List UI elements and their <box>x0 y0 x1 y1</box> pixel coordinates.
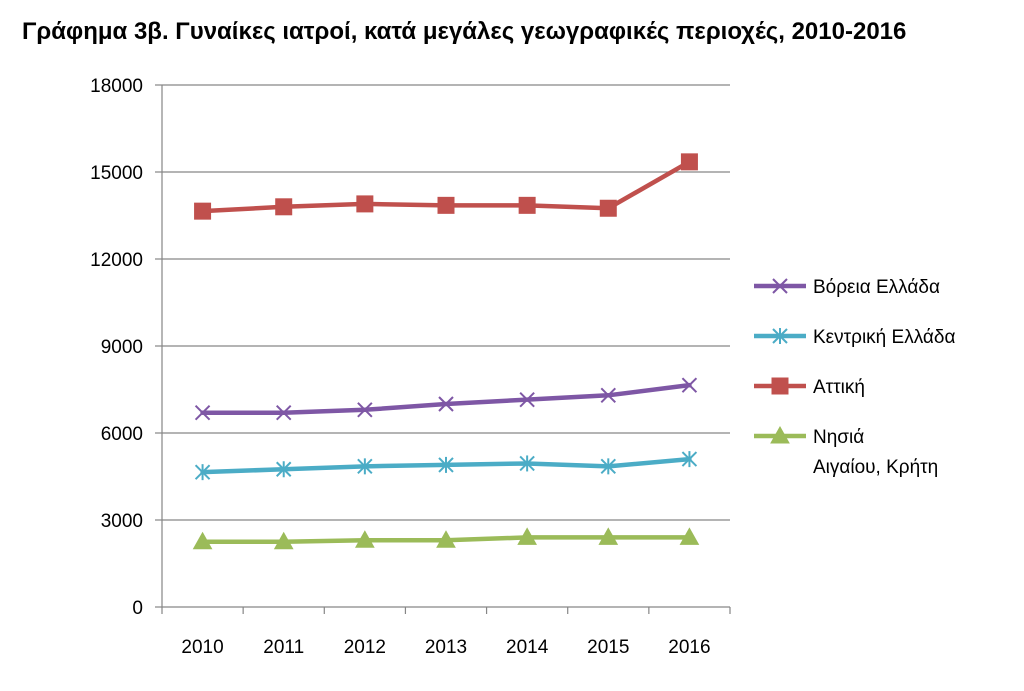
y-tick-label: 3000 <box>101 511 143 532</box>
data-point <box>518 196 536 214</box>
data-point <box>436 530 456 548</box>
y-tick-label: 9000 <box>101 337 143 358</box>
data-point <box>276 404 292 421</box>
data-point <box>275 198 293 216</box>
legend-swatch-marker <box>770 425 790 444</box>
marker-stroke <box>276 404 292 421</box>
marker-stroke <box>194 404 211 421</box>
data-point <box>681 451 698 468</box>
series-line <box>200 382 692 415</box>
data-point <box>598 527 619 545</box>
data-point <box>438 456 454 473</box>
data-point <box>194 464 211 481</box>
x-tick-label: 2014 <box>506 637 549 658</box>
series-3 <box>192 527 700 550</box>
legend-label: Κεντρική Ελλάδα <box>813 327 955 348</box>
marker-stroke <box>519 391 535 408</box>
data-point <box>600 387 616 404</box>
data-point <box>600 458 616 475</box>
data-point <box>273 531 294 550</box>
data-point <box>519 391 535 408</box>
series-lines <box>192 153 700 550</box>
chart-title: Γράφημα 3β. Γυναίκες ιατροί, κατά μεγάλε… <box>22 18 907 45</box>
data-point <box>356 195 374 213</box>
data-point <box>599 199 617 217</box>
legend-label: Νησιά <box>813 427 864 448</box>
data-point <box>194 202 212 220</box>
data-point <box>681 377 698 393</box>
series-2 <box>194 153 698 220</box>
x-tick-label: 2012 <box>344 637 386 658</box>
data-point <box>194 404 211 421</box>
marker-stroke <box>438 396 454 412</box>
y-tick-label: 12000 <box>90 250 143 271</box>
data-point <box>357 458 373 475</box>
data-point <box>517 527 537 545</box>
series-0 <box>194 377 698 421</box>
x-tick-label: 2011 <box>263 637 304 658</box>
y-tick-label: 0 <box>132 598 143 619</box>
data-point <box>679 527 700 545</box>
data-point <box>276 461 292 478</box>
axes: 0 3000 6000 9000 12000 15000 18000 2010 2011 2012… <box>90 76 731 658</box>
data-point <box>355 530 375 548</box>
x-tick-label: 2015 <box>587 637 629 658</box>
legend-entry: Βόρεια Ελλάδα <box>754 277 940 298</box>
series-1 <box>194 451 698 481</box>
marker-stroke <box>357 402 373 418</box>
x-tick-label: 2013 <box>425 637 467 658</box>
data-point <box>192 531 213 550</box>
data-point <box>438 396 454 412</box>
data-point <box>437 196 455 214</box>
data-point <box>357 402 373 418</box>
marker-stroke <box>600 387 616 404</box>
y-tick-label: 18000 <box>90 76 143 97</box>
gridlines <box>162 84 730 521</box>
legend-label: Βόρεια Ελλάδα <box>813 277 940 298</box>
data-point <box>680 153 698 171</box>
x-tick-label: 2010 <box>181 637 223 658</box>
legend-label: Αιγαίου, Κρήτη <box>813 457 938 478</box>
y-tick-label: 15000 <box>90 163 143 184</box>
marker-stroke <box>681 377 698 393</box>
y-tick-label: 6000 <box>101 424 143 445</box>
data-point <box>519 455 535 472</box>
legend-label: Αττική <box>813 377 865 398</box>
x-tick-label: 2016 <box>668 637 710 658</box>
marker-stroke <box>772 278 788 294</box>
legend-entry: Κεντρική Ελλάδα <box>754 327 955 348</box>
legend-swatch-marker <box>771 377 789 395</box>
legend-entry: Αττική <box>754 377 865 398</box>
legend-swatch-marker <box>772 278 788 294</box>
legend-entry: Νησιά Αιγαίου, Κρήτη <box>754 425 938 478</box>
legend: Βόρεια Ελλάδα Κεντρική Ελλάδα Αττική Νησιά Α… <box>754 277 955 478</box>
legend-swatch-marker <box>772 328 788 344</box>
